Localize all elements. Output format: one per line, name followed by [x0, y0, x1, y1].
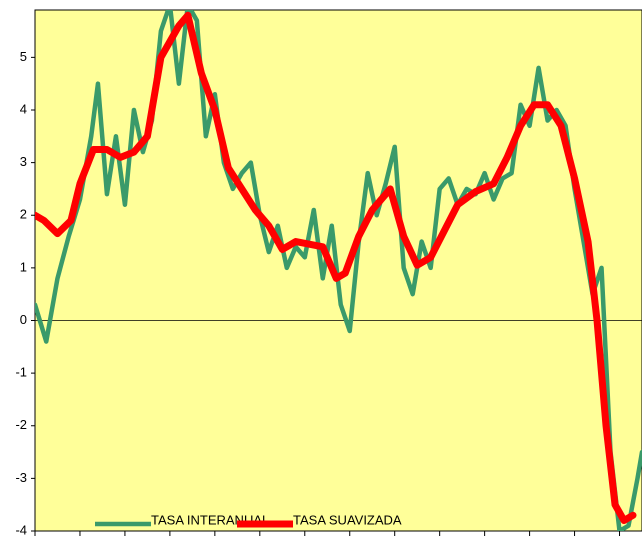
y-tick-label: 1 [20, 259, 27, 274]
y-tick-label: -3 [15, 470, 27, 485]
legend-label: TASA SUAVIZADA [293, 512, 402, 527]
y-tick-label: 0 [20, 312, 27, 327]
y-tick-label: 3 [20, 154, 27, 169]
y-tick-label: 5 [20, 49, 27, 64]
y-tick-label: -4 [15, 522, 27, 537]
series-line [35, 11, 637, 524]
y-tick-label: 4 [20, 101, 27, 116]
y-tick-label: -1 [15, 365, 27, 380]
series-line [35, 10, 642, 531]
y-tick-label: 2 [20, 207, 27, 222]
y-tick-label: -2 [15, 417, 27, 432]
